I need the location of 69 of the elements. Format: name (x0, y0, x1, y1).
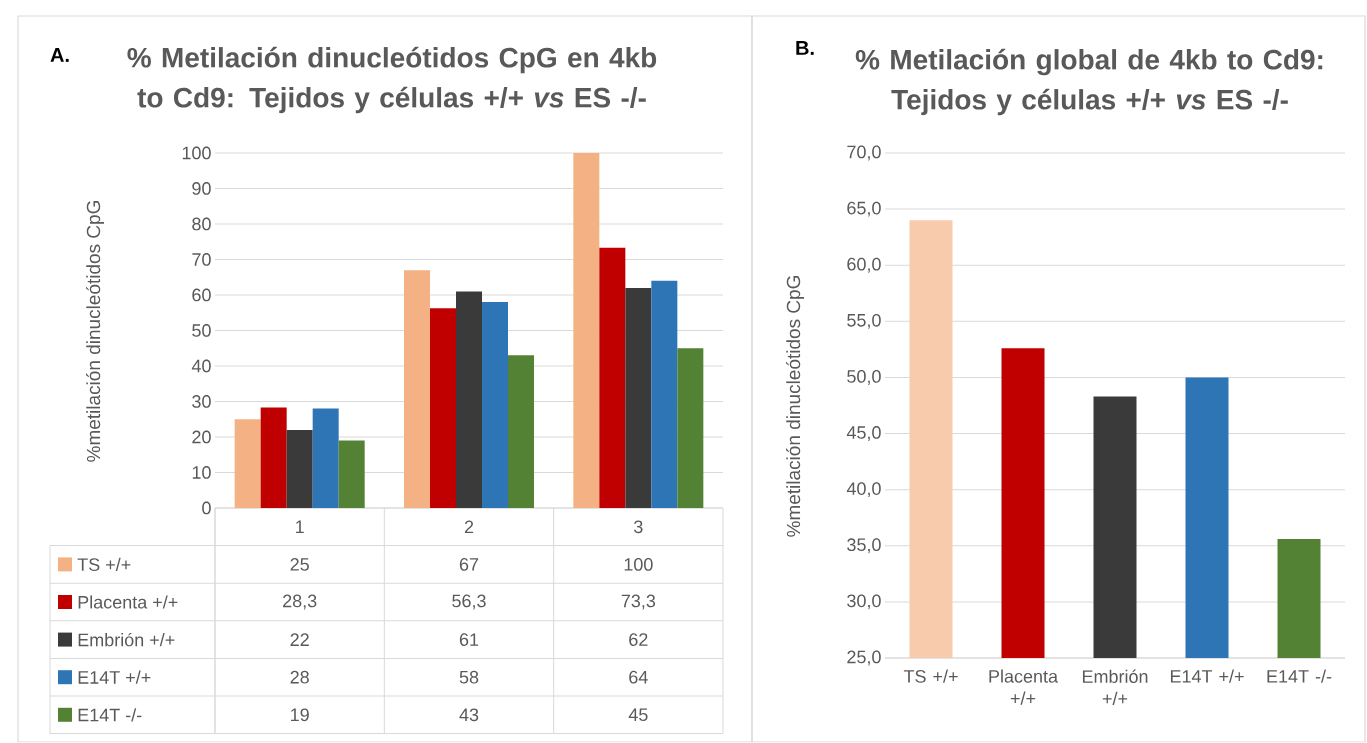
y-tick-label: 100 (182, 146, 211, 160)
chart-title: % Metilación dinucleótidos CpG en 4kb to Cd9: Tejidos y células +/+ vs ES -/- (127, 47, 657, 114)
y-tick-label: 90 (192, 182, 211, 196)
legend-label: E14T -/- (78, 708, 142, 722)
y-tick-label: 70 (192, 253, 211, 267)
chart-title: % Metilación global de 4kb to Cd9: Tejidos y células +/+ vs ES -/- (855, 49, 1323, 116)
data-label: 28,3 (283, 594, 317, 610)
text: B. (796, 41, 814, 56)
y-tick-label: 65,0 (847, 201, 881, 217)
y-tick-label: 60 (192, 288, 211, 302)
bar (286, 430, 313, 509)
y-tick-label: 40 (191, 359, 211, 373)
x-tick-label: E14T +/+ (1170, 669, 1244, 683)
data-label: 43 (459, 708, 479, 722)
x-tick-label: E14T -/- (1267, 669, 1332, 683)
y-tick-label: 80 (192, 217, 211, 231)
y-tick-label: 50 (192, 324, 211, 338)
x-tick-label: TS +/+ (903, 669, 958, 683)
data-label: 28 (290, 671, 309, 684)
data-label: 100 (624, 558, 653, 571)
y-axis-title: %metilación dinucleótidos CpG (786, 276, 804, 538)
y-tick-label: 70,0 (847, 145, 881, 161)
data-label: 73,3 (621, 594, 656, 610)
data-label: 61 (459, 633, 479, 647)
bar (260, 407, 287, 509)
x-tick-label: Embrión +/+ (1082, 669, 1148, 706)
data-label: 58 (459, 671, 479, 684)
legend-label: TS +/+ (77, 557, 131, 572)
y-tick-label: 45,0 (846, 426, 881, 442)
y-tick-label: 0 (202, 501, 211, 515)
data-label: 45 (628, 708, 648, 722)
bar (508, 355, 535, 509)
bar (677, 348, 704, 509)
y-tick-label: 40,0 (846, 482, 881, 498)
bar (234, 419, 261, 509)
data-label: 25 (290, 558, 309, 571)
legend-label: Placenta +/+ (78, 595, 178, 609)
data-label: 22 (290, 633, 309, 647)
bar (338, 440, 365, 509)
bar (430, 308, 457, 509)
y-axis-title: %metilación dinucleótidos CpG (86, 201, 104, 463)
bar (573, 153, 600, 509)
y-tick-label: 30,0 (847, 594, 881, 610)
legend-label: Embrión +/+ (78, 633, 175, 647)
bar (599, 247, 626, 509)
bar (312, 408, 339, 509)
y-tick-label: 60,0 (847, 257, 881, 273)
bar (625, 288, 652, 509)
y-tick-label: 50,0 (847, 370, 881, 386)
text: A. (50, 48, 69, 63)
y-tick-label: 35,0 (847, 538, 881, 554)
y-tick-label: 25,0 (847, 650, 881, 666)
x-tick-label: 2 (464, 520, 474, 534)
y-tick-label: 10 (192, 466, 211, 480)
bar (482, 302, 509, 509)
y-tick-label: 55,0 (847, 314, 881, 329)
x-tick-label: 3 (634, 520, 643, 534)
data-label: 56,3 (452, 594, 486, 610)
x-tick-label: 1 (296, 520, 304, 534)
bar (651, 281, 678, 509)
x-tick-label: Placenta +/+ (989, 669, 1059, 705)
y-tick-label: 20 (192, 430, 211, 444)
data-label: 62 (629, 633, 648, 647)
data-label: 67 (459, 558, 479, 571)
bar (456, 291, 483, 509)
data-label: 19 (291, 708, 309, 722)
y-tick-label: 30 (192, 395, 211, 409)
bar (404, 270, 431, 509)
data-label: 64 (629, 671, 648, 684)
